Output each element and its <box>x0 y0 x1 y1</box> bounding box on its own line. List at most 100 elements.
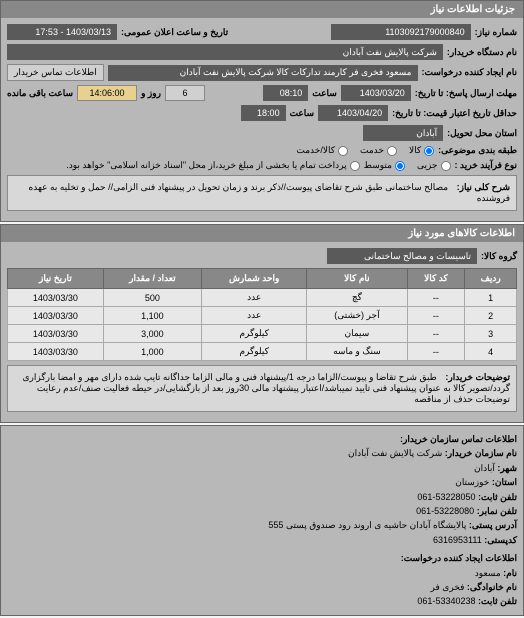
radio-goods[interactable]: کالا <box>409 145 434 156</box>
radio-service[interactable]: خدمت <box>360 145 397 156</box>
row-buyer: نام دستگاه خریدار: شرکت پالایش نفت آبادا… <box>7 44 517 60</box>
table-header-cell: ردیف <box>465 269 517 289</box>
general-desc-box: شرح کلی نیاز: مصالح ساختمانی طبق شرح تقا… <box>7 175 517 211</box>
table-cell: کیلوگرم <box>202 343 307 361</box>
fax: 53228080-061 <box>416 506 474 516</box>
fax-label: تلفن نمابر: <box>477 506 517 516</box>
phone-label: تلفن ثابت: <box>478 492 517 502</box>
table-header-cell: تعداد / مقدار <box>103 269 201 289</box>
postal-line: کدپستی: 6316953111 <box>7 533 517 547</box>
panel-body: شماره نیاز: 1103092179000840 تاریخ و ساع… <box>1 18 523 221</box>
contact-panel-body: اطلاعات تماس سازمان خریدار: نام سازمان خ… <box>1 426 523 615</box>
postal-label: کدپستی: <box>484 535 517 545</box>
table-cell: 1403/03/30 <box>8 307 104 325</box>
category-label: طبقه بندی موضوعی: <box>438 145 517 156</box>
buyer-value: شرکت پالایش نفت آبادان <box>7 44 443 60</box>
table-row: 4--سنگ و ماسهکیلوگرم1,0001403/03/30 <box>8 343 517 361</box>
table-cell: سنگ و ماسه <box>307 343 407 361</box>
table-header-cell: کد کالا <box>407 269 465 289</box>
table-cell: عدد <box>202 289 307 307</box>
address-line: آدرس پستی: پالایشگاه آبادان حاشیه ی ارون… <box>7 518 517 532</box>
validity-date: 1403/04/20 <box>318 105 388 121</box>
delivery-place: آبادان <box>363 125 443 141</box>
table-cell: 2 <box>465 307 517 325</box>
table-cell: عدد <box>202 307 307 325</box>
table-cell: 1403/03/30 <box>8 289 104 307</box>
table-cell: -- <box>407 343 465 361</box>
details-panel: جزئیات اطلاعات نیاز شماره نیاز: 11030921… <box>0 0 524 222</box>
notes-box: توضیحات خریدار: طبق شرح تقاضا و پیوست/ال… <box>7 365 517 412</box>
deadline-time: 08:10 <box>263 85 308 101</box>
panel-header: جزئیات اطلاعات نیاز <box>1 1 523 18</box>
general-desc-label: شرح کلی نیاز: <box>457 182 510 192</box>
table-row: 2--آجر (خشتی)عدد1,1001403/03/30 <box>8 307 517 325</box>
radio-low-input[interactable] <box>441 161 451 171</box>
notes-label: توضیحات خریدار: <box>445 372 510 382</box>
table-cell: 3 <box>465 325 517 343</box>
row-deadline: مهلت ارسال پاسخ: تا تاریخ: 1403/03/20 سا… <box>7 85 517 101</box>
fax-line: تلفن نمابر: 53228080-061 <box>7 504 517 518</box>
creator-name-line: نام: مسعود <box>7 566 517 580</box>
creator-surname-line: نام خانوادگی: فخری فر <box>7 580 517 594</box>
table-header-cell: واحد شمارش <box>202 269 307 289</box>
requester-label: نام ایجاد کننده درخواست: <box>422 67 517 78</box>
radio-mid-input[interactable] <box>395 161 405 171</box>
table-cell: -- <box>407 307 465 325</box>
creator-phone-label: تلفن ثابت: <box>478 596 517 606</box>
table-cell: -- <box>407 325 465 343</box>
hours-remain: 14:06:00 <box>77 85 137 101</box>
table-row: 3--سیمانکیلوگرم3,0001403/03/30 <box>8 325 517 343</box>
table-row: 1--گچعدد5001403/03/30 <box>8 289 517 307</box>
name: مسعود <box>475 568 501 578</box>
table-cell: 1403/03/30 <box>8 325 104 343</box>
goods-panel-title: اطلاعات کالاهای مورد نیاز <box>408 228 515 239</box>
goods-table: ردیفکد کالانام کالاواحد شمارشتعداد / مقد… <box>7 268 517 361</box>
notes-text: طبق شرح تقاضا و پیوست/الزاما درجه 1/پیشن… <box>23 372 511 404</box>
radio-service-input[interactable] <box>387 146 397 156</box>
creator-phone: 53340238-061 <box>417 596 475 606</box>
row-delivery: استان محل تحویل: آبادان <box>7 125 517 141</box>
radio-goods-input[interactable] <box>424 146 434 156</box>
postal: 6316953111 <box>433 535 482 545</box>
surname-label: نام خانوادگی: <box>467 582 517 592</box>
goods-panel: اطلاعات کالاهای مورد نیاز گروه کالا: تاس… <box>0 224 524 423</box>
table-cell: 500 <box>103 289 201 307</box>
radio-both-input[interactable] <box>338 146 348 156</box>
province: خوزستان <box>455 477 489 487</box>
radio-mid[interactable]: متوسط <box>364 160 405 171</box>
table-cell: 1403/03/30 <box>8 343 104 361</box>
surname: فخری فر <box>431 582 465 592</box>
table-cell: -- <box>407 289 465 307</box>
address-label: آدرس پستی: <box>469 520 517 530</box>
row-goods-group: گروه کالا: تاسیسات و مصالح ساختمانی <box>7 248 517 264</box>
hours-label: ساعت باقی مانده <box>7 88 73 99</box>
announce-value: 1403/03/13 - 17:53 <box>7 24 117 40</box>
radio-both[interactable]: کالا/خدمت <box>296 145 348 156</box>
province-label: استان: <box>492 477 517 487</box>
creator-phone-line: تلفن ثابت: 53340238-061 <box>7 594 517 608</box>
radio-low[interactable]: جزیی <box>417 160 451 171</box>
treasury-check[interactable]: پرداخت تمام یا بخشی از مبلغ خرید،از محل … <box>66 160 359 171</box>
table-header-cell: تاریخ نیاز <box>8 269 104 289</box>
table-head: ردیفکد کالانام کالاواحد شمارشتعداد / مقد… <box>8 269 517 289</box>
row-validity: حداقل تاریخ اعتبار قیمت: تا تاریخ: 1403/… <box>7 105 517 121</box>
table-cell: سیمان <box>307 325 407 343</box>
buyer-contact-button[interactable]: اطلاعات تماس خریدار <box>7 64 104 81</box>
deadline-date: 1403/03/20 <box>341 85 411 101</box>
purchase-type-radio-group: جزیی متوسط <box>364 160 451 171</box>
name-label: نام: <box>503 568 517 578</box>
request-number-value: 1103092179000840 <box>331 24 471 40</box>
table-cell: 1,000 <box>103 343 201 361</box>
panel-title: جزئیات اطلاعات نیاز <box>431 4 515 15</box>
days-remain: 6 <box>165 85 205 101</box>
table-header-cell: نام کالا <box>307 269 407 289</box>
table-body: 1--گچعدد5001403/03/302--آجر (خشتی)عدد1,1… <box>8 289 517 361</box>
delivery-place-label: استان محل تحویل: <box>447 128 517 139</box>
buyer-label: نام دستگاه خریدار: <box>447 47 517 58</box>
treasury-check-input[interactable] <box>350 161 360 171</box>
row-purchase-type: نوع فرآیند خرید : جزیی متوسط پرداخت تمام… <box>7 160 517 171</box>
goods-panel-header: اطلاعات کالاهای مورد نیاز <box>1 225 523 242</box>
city-line: شهر: آبادان <box>7 461 517 475</box>
requester-value: مسعود فخری فر کارمند تدارکات کالا شرکت پ… <box>108 65 418 81</box>
goods-group-value: تاسیسات و مصالح ساختمانی <box>327 248 477 264</box>
